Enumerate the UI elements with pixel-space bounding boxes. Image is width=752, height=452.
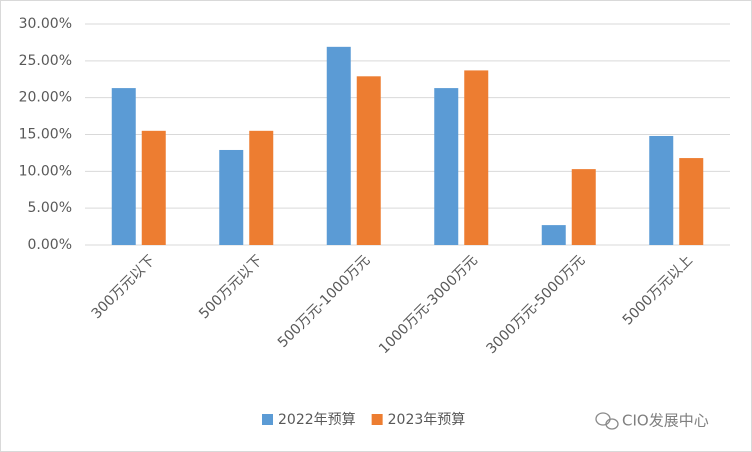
bar bbox=[356, 76, 381, 245]
legend-label: 2022年预算 bbox=[278, 412, 356, 428]
legend-swatch bbox=[371, 414, 383, 425]
bar bbox=[326, 46, 351, 245]
legend-label: 2023年预算 bbox=[388, 412, 466, 428]
bar bbox=[464, 70, 489, 245]
bar bbox=[219, 149, 244, 245]
watermark-icon bbox=[595, 412, 619, 430]
y-tick-label: 25.00% bbox=[19, 53, 72, 69]
y-tick-label: 20.00% bbox=[19, 90, 72, 106]
bar bbox=[649, 135, 674, 245]
watermark: CIO发展中心 bbox=[622, 412, 709, 430]
bar bbox=[111, 88, 136, 245]
bar bbox=[249, 130, 274, 245]
legend-swatch bbox=[262, 414, 273, 425]
bar bbox=[141, 130, 166, 245]
y-tick-label: 0.00% bbox=[28, 237, 72, 253]
y-tick-label: 5.00% bbox=[28, 200, 72, 216]
y-tick-label: 15.00% bbox=[19, 127, 72, 143]
bar bbox=[679, 158, 704, 245]
bar bbox=[541, 225, 566, 245]
y-tick-label: 30.00% bbox=[19, 16, 72, 32]
bar bbox=[434, 88, 459, 245]
y-tick-label: 10.00% bbox=[19, 163, 72, 179]
bar bbox=[571, 169, 596, 245]
